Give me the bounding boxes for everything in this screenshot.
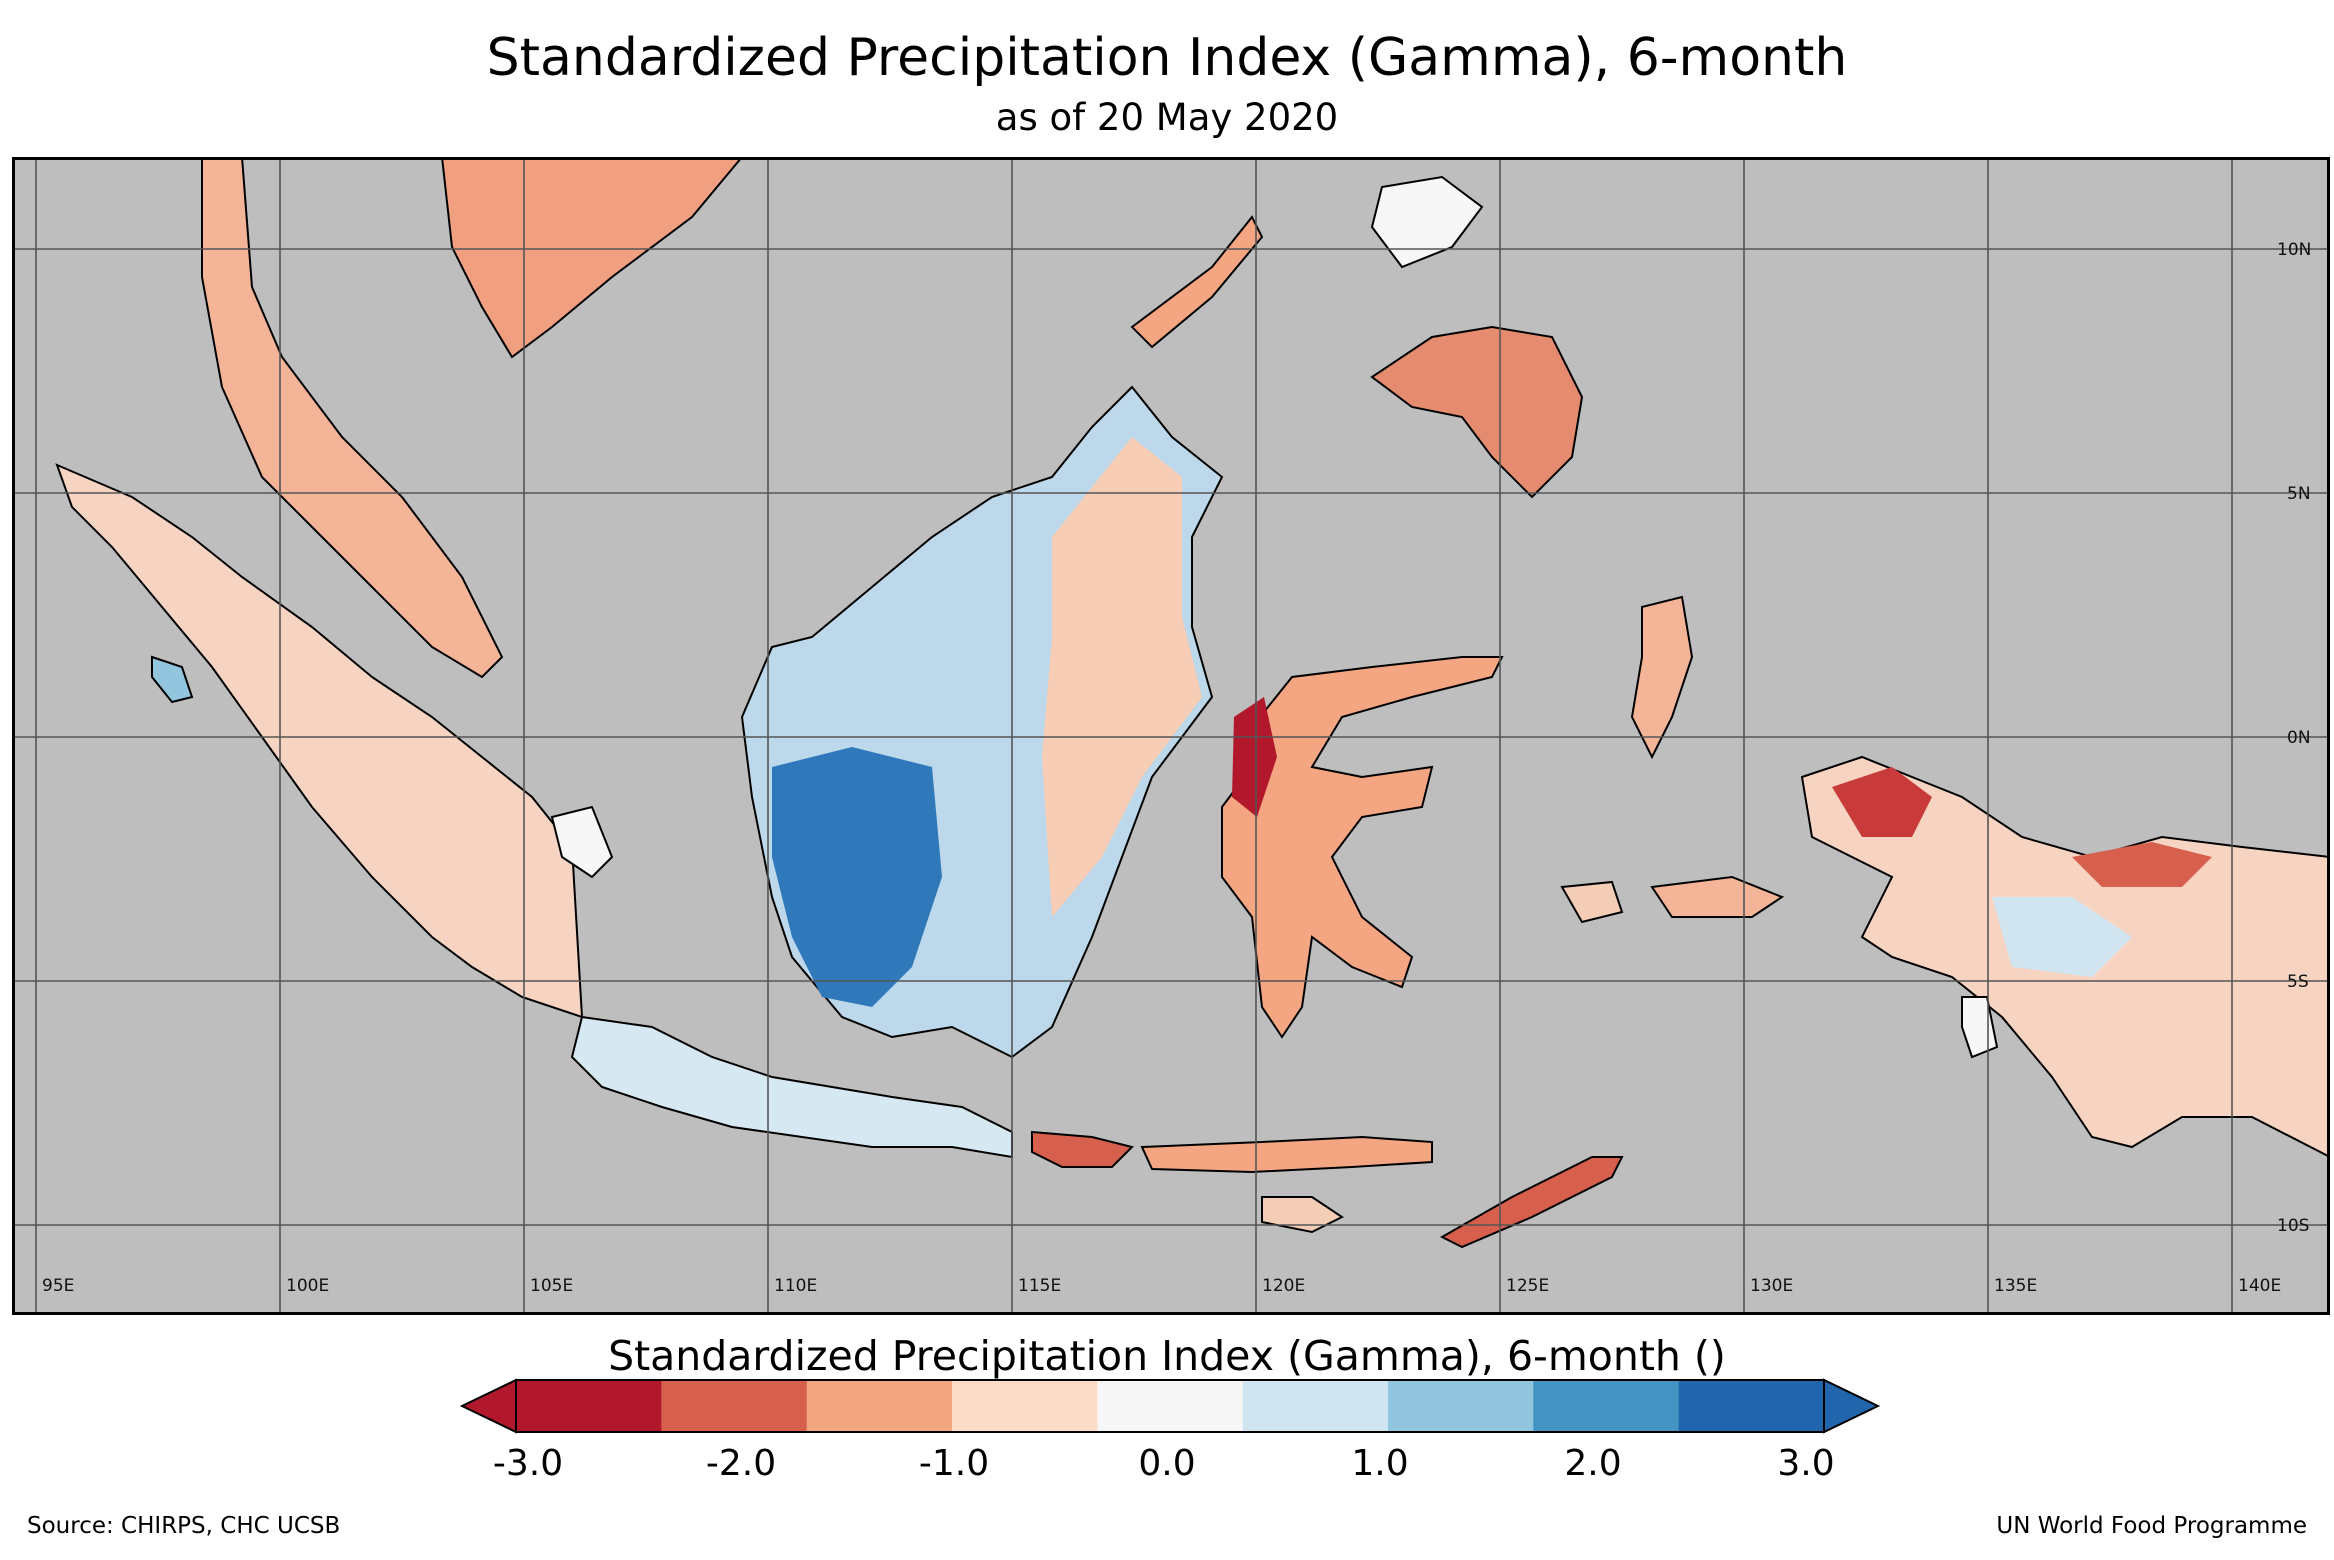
lon-labels: 95E 100E 105E 110E 115E 120E 125E 130E 1…	[42, 1276, 2281, 1296]
lon-label: 135E	[1994, 1276, 2037, 1296]
colorbar-bin	[806, 1380, 953, 1432]
colorbar-tick-label: -2.0	[705, 1443, 777, 1484]
colorbar-tick-label: -3.0	[492, 1443, 564, 1484]
new-guinea-north-dry	[2072, 842, 2212, 887]
nias-island	[151, 655, 194, 704]
organization-credit: UN World Food Programme	[1996, 1513, 2307, 1539]
colorbar-bin	[952, 1380, 1098, 1432]
borneo-east-dry	[1042, 437, 1202, 917]
sumatra-island	[55, 463, 584, 1019]
lon-label: 110E	[774, 1276, 817, 1296]
bali-lombok	[1031, 1130, 1134, 1168]
new-guinea-central-wet	[1992, 897, 2132, 977]
graticule	[12, 157, 2330, 1315]
sumbawa-flores	[1140, 1135, 1433, 1174]
lat-label: 5S	[2287, 972, 2309, 992]
colorbar-bin	[661, 1380, 808, 1432]
landmasses	[55, 157, 2330, 1249]
colorbar-bin	[1097, 1380, 1244, 1432]
indochina-coast	[440, 157, 744, 359]
bangka-island	[550, 805, 614, 879]
lon-label: 115E	[1018, 1276, 1061, 1296]
map-frame	[12, 157, 2330, 1315]
lon-label: 140E	[2238, 1276, 2281, 1296]
lon-label: 120E	[1262, 1276, 1305, 1296]
lon-label: 100E	[286, 1276, 329, 1296]
colorbar	[460, 1378, 1880, 1434]
visayas-island	[1370, 175, 1484, 269]
colorbar-tick-label: 1.0	[1351, 1443, 1409, 1484]
colorbar-tick-label: 0.0	[1138, 1443, 1196, 1484]
lon-label: 95E	[42, 1276, 74, 1296]
lat-labels: 10N 5N 0N 5S 10S	[2277, 240, 2311, 1236]
colorbar-bin	[1388, 1380, 1534, 1432]
colorbar-bin	[1533, 1380, 1680, 1432]
lon-label: 105E	[530, 1276, 573, 1296]
seram-island	[1650, 875, 1785, 918]
colorbar-tick-label: 2.0	[1564, 1443, 1622, 1484]
new-guinea-head-dry	[1832, 767, 1932, 837]
buru-island	[1560, 880, 1624, 924]
colorbar-bin	[516, 1380, 662, 1432]
source-credit: Source: CHIRPS, CHC UCSB	[27, 1513, 341, 1539]
colorbar-under-triangle	[460, 1378, 517, 1434]
lon-label: 125E	[1506, 1276, 1549, 1296]
lon-label: 130E	[1750, 1276, 1793, 1296]
colorbar-bin	[1678, 1380, 1825, 1432]
lat-label: 0N	[2287, 728, 2311, 748]
lat-label: 10S	[2277, 1216, 2309, 1236]
lat-label: 5N	[2287, 484, 2311, 504]
map-subtitle: as of 20 May 2020	[995, 96, 1339, 139]
colorbar-tick-label: 3.0	[1777, 1443, 1835, 1484]
colorbar-tick-label: -1.0	[918, 1443, 990, 1484]
spi-map: 95E 100E 105E 110E 115E 120E 125E 130E 1…	[12, 157, 2330, 1315]
borneo-southwest-dry	[772, 747, 942, 1007]
sulawesi-west-dry	[1232, 697, 1277, 817]
colorbar-bin	[1242, 1380, 1389, 1432]
colorbar-over-triangle	[1823, 1378, 1880, 1434]
colorbar-outline	[515, 1379, 1825, 1433]
mindanao-island	[1370, 325, 1584, 499]
colorbar-title: Standardized Precipitation Index (Gamma)…	[608, 1332, 1726, 1380]
malay-peninsula	[201, 157, 504, 679]
map-title: Standardized Precipitation Index (Gamma)…	[486, 28, 1848, 88]
lat-label: 10N	[2277, 240, 2311, 260]
colorbar-bins	[516, 1380, 1825, 1432]
